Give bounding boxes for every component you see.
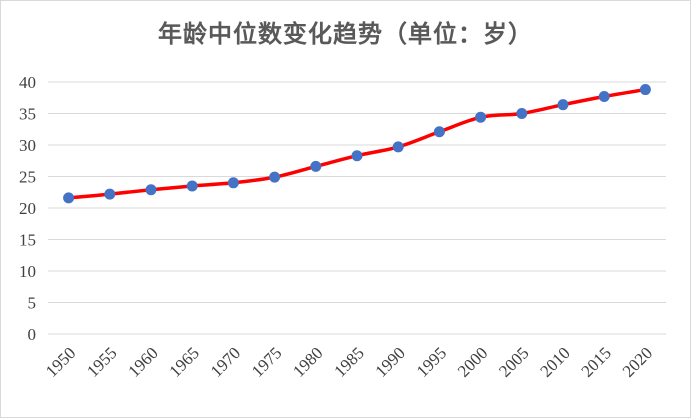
series-layer: [63, 84, 651, 204]
x-tick-label: 1960: [124, 343, 161, 380]
data-point-1950: [63, 192, 75, 204]
data-point-1980: [310, 160, 322, 172]
data-point-1985: [351, 150, 363, 162]
y-tick-label: 30: [19, 136, 36, 155]
data-point-2000: [475, 111, 487, 123]
y-tick-label: 35: [19, 105, 36, 124]
data-point-2010: [557, 99, 569, 111]
data-point-2005: [516, 108, 528, 119]
x-axis-ticks: 1950 1955 1960 1965 1970 1975 1980 1985 1990 1995…: [42, 343, 656, 380]
data-point-1975: [269, 171, 281, 183]
x-tick-label: 1980: [289, 343, 326, 380]
data-point-1965: [186, 180, 198, 192]
x-tick-label: 2010: [536, 343, 573, 380]
x-tick-label: 1985: [330, 343, 367, 380]
y-tick-label: 10: [19, 262, 36, 281]
y-tick-label: 5: [28, 294, 37, 313]
y-tick-label: 0: [28, 325, 37, 344]
data-point-1970: [227, 177, 239, 189]
x-tick-label: 1995: [413, 343, 450, 380]
x-tick-label: 1990: [372, 343, 409, 380]
y-tick-label: 40: [19, 73, 36, 92]
x-tick-label: 1975: [248, 343, 285, 380]
x-tick-label: 1965: [166, 343, 203, 380]
x-tick-label: 2000: [454, 343, 491, 380]
y-tick-label: 25: [19, 168, 36, 187]
data-point-2015: [598, 90, 610, 102]
chart-title: 年龄中位数变化趋势（单位：岁）: [158, 19, 533, 48]
y-tick-label: 20: [19, 199, 36, 218]
x-tick-label: 1955: [83, 343, 120, 380]
x-tick-label: 2015: [578, 343, 615, 380]
x-tick-label: 2020: [619, 343, 656, 380]
x-tick-label: 2005: [495, 343, 532, 380]
y-axis-ticks: 0 5 10 15 20 25 30 35 40: [19, 73, 36, 344]
data-point-1995: [433, 126, 445, 138]
data-point-2020: [639, 84, 651, 96]
y-tick-label: 15: [19, 231, 36, 250]
data-point-1955: [104, 188, 116, 200]
data-point-1990: [392, 141, 404, 153]
data-point-1960: [145, 184, 157, 196]
x-tick-label: 1950: [42, 343, 79, 380]
x-tick-label: 1970: [207, 343, 244, 380]
gridlines: [48, 81, 666, 335]
